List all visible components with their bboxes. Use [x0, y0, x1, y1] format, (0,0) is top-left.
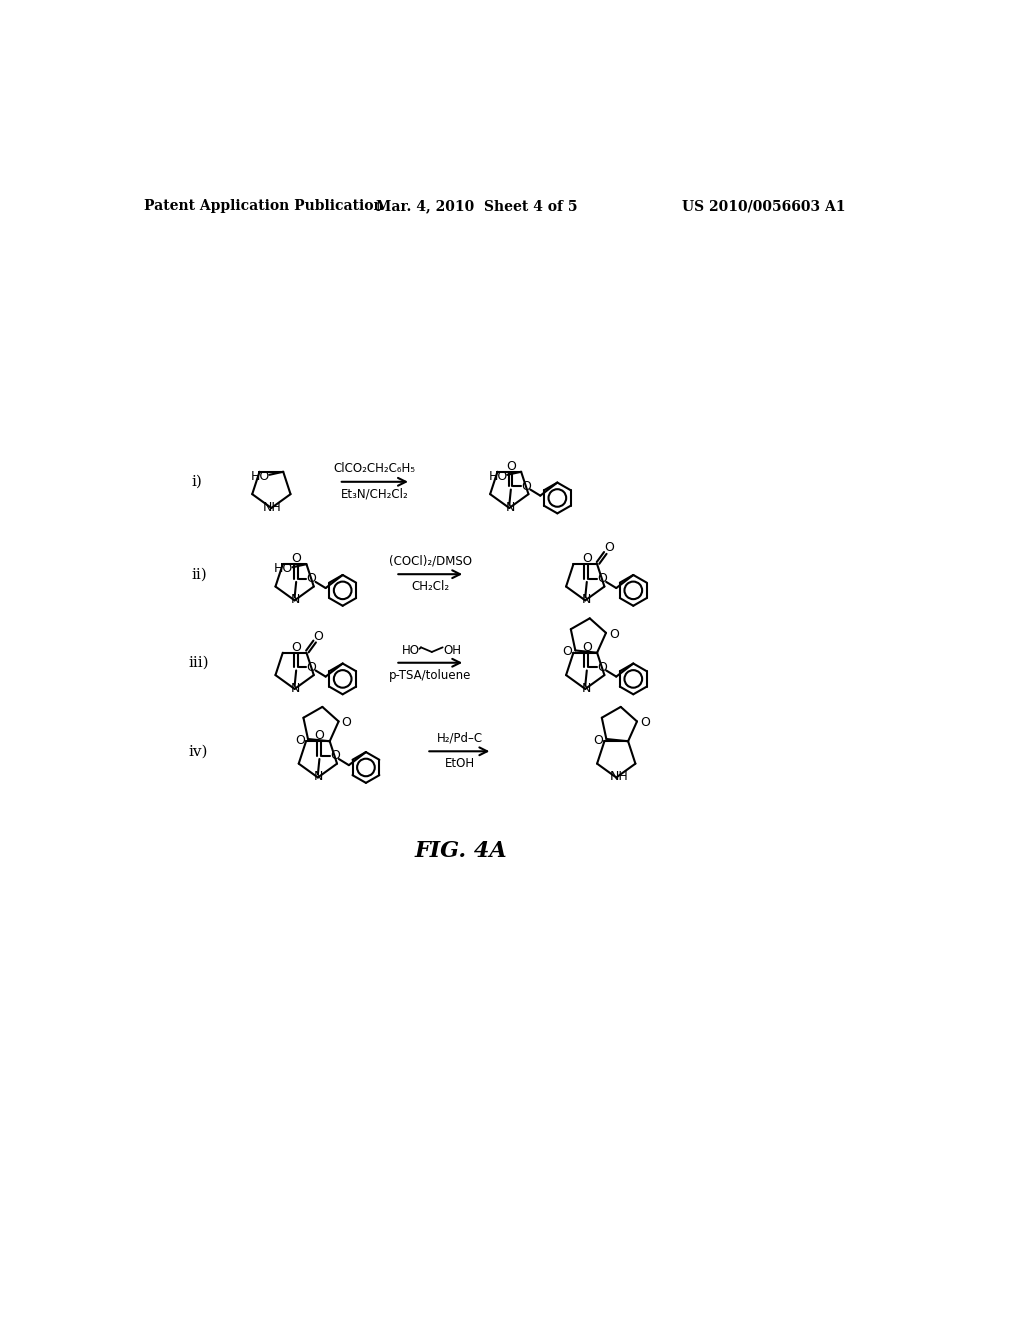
- Text: (COCl)₂/DMSO: (COCl)₂/DMSO: [389, 554, 472, 568]
- Text: N: N: [582, 593, 591, 606]
- Text: O: O: [307, 661, 316, 675]
- Text: O: O: [506, 459, 516, 473]
- Text: O: O: [562, 645, 572, 659]
- Text: HO: HO: [273, 562, 293, 576]
- Text: iv): iv): [188, 744, 208, 758]
- Text: O: O: [604, 541, 613, 554]
- Text: N: N: [582, 681, 591, 694]
- Text: O: O: [594, 734, 603, 747]
- Text: O: O: [582, 640, 592, 653]
- Text: O: O: [582, 552, 592, 565]
- Text: p-TSA/toluene: p-TSA/toluene: [389, 668, 471, 681]
- Text: N: N: [291, 593, 300, 606]
- Text: O: O: [341, 717, 351, 730]
- Text: Patent Application Publication: Patent Application Publication: [143, 199, 383, 213]
- Text: ii): ii): [191, 568, 207, 581]
- Text: N: N: [314, 770, 324, 783]
- Text: HO: HO: [401, 644, 420, 657]
- Text: CH₂Cl₂: CH₂Cl₂: [412, 579, 450, 593]
- Text: O: O: [313, 630, 324, 643]
- Text: NH: NH: [610, 770, 629, 783]
- Text: N: N: [506, 500, 515, 513]
- Text: O: O: [291, 552, 301, 565]
- Text: EtOH: EtOH: [444, 758, 475, 770]
- Text: O: O: [597, 573, 607, 585]
- Text: US 2010/0056603 A1: US 2010/0056603 A1: [682, 199, 845, 213]
- Text: O: O: [330, 750, 340, 763]
- Text: HO: HO: [488, 470, 508, 483]
- Text: ClCO₂CH₂C₆H₅: ClCO₂CH₂C₆H₅: [334, 462, 416, 475]
- Text: NH: NH: [263, 500, 282, 513]
- Text: Mar. 4, 2010  Sheet 4 of 5: Mar. 4, 2010 Sheet 4 of 5: [376, 199, 578, 213]
- Text: O: O: [521, 480, 531, 492]
- Text: FIG. 4A: FIG. 4A: [415, 841, 508, 862]
- Text: O: O: [609, 628, 618, 642]
- Text: O: O: [307, 573, 316, 585]
- Text: O: O: [291, 640, 301, 653]
- Text: H₂/Pd–C: H₂/Pd–C: [436, 731, 482, 744]
- Text: iii): iii): [188, 656, 209, 669]
- Text: O: O: [597, 661, 607, 675]
- Text: N: N: [291, 681, 300, 694]
- Text: i): i): [191, 475, 203, 488]
- Text: HO: HO: [250, 470, 269, 483]
- Text: O: O: [314, 730, 325, 742]
- Text: Et₃N/CH₂Cl₂: Et₃N/CH₂Cl₂: [341, 487, 409, 500]
- Text: O: O: [295, 734, 305, 747]
- Text: OH: OH: [443, 644, 461, 657]
- Text: O: O: [640, 717, 649, 730]
